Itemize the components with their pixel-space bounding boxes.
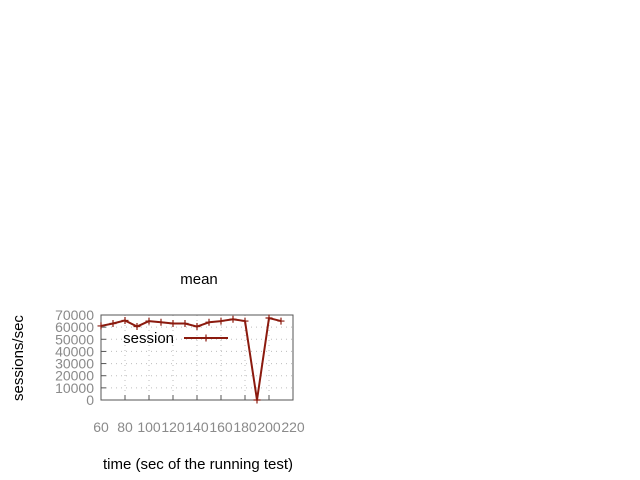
data-point (265, 314, 273, 322)
x-tick-label: 220 (281, 419, 305, 435)
data-point (277, 317, 285, 325)
series-line-session (100, 317, 282, 401)
y-tick-label: 10000 (55, 380, 94, 396)
data-point (241, 317, 249, 325)
data-point (253, 396, 261, 404)
x-tick-label: 140 (185, 419, 209, 435)
x-tick-label: 80 (117, 419, 133, 435)
data-point (181, 320, 189, 327)
y-axis-label: sessions/sec (10, 315, 27, 401)
x-tick-label: 160 (209, 419, 233, 435)
y-tick-label: 40000 (55, 343, 94, 359)
data-point (133, 323, 141, 331)
x-tick-label: 100 (137, 419, 161, 435)
x-tick-label: 180 (233, 419, 257, 435)
y-tick-label: 70000 (55, 307, 94, 323)
data-point (217, 317, 225, 325)
y-tick-label: 60000 (55, 319, 94, 335)
legend-marker-sample (202, 334, 210, 342)
chart-title: mean (180, 271, 218, 288)
y-tick-label: 0 (86, 392, 94, 408)
data-point (193, 323, 201, 331)
x-tick-label: 60 (93, 419, 109, 435)
y-tick-label: 30000 (55, 356, 94, 372)
y-tick-label: 20000 (55, 368, 94, 384)
x-axis-label: time (sec of the running test) (103, 456, 293, 473)
legend-label-session: session (123, 330, 174, 347)
x-tick-label: 200 (257, 419, 281, 435)
data-point (229, 315, 237, 323)
data-point (169, 320, 177, 327)
y-tick-label: 50000 (55, 331, 94, 347)
data-point (109, 320, 117, 327)
data-point (157, 318, 165, 326)
data-point (121, 316, 129, 324)
data-point (97, 322, 105, 330)
data-point (145, 317, 153, 325)
x-tick-label: 120 (161, 419, 185, 435)
data-point (205, 318, 213, 326)
series-layer (97, 314, 285, 404)
legend: session (123, 330, 228, 347)
